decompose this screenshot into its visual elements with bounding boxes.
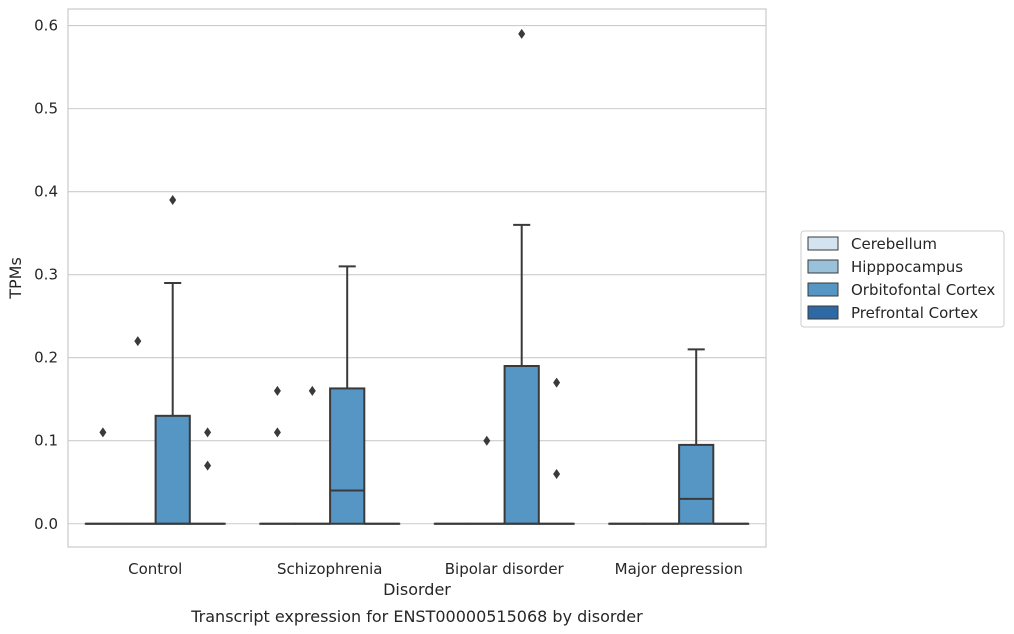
y-tick-label: 0.1 [34, 432, 58, 450]
legend-label-orbitofrontal-cortex: Orbitofontal Cortex [851, 281, 995, 299]
outlier-point [204, 460, 212, 471]
y-tick-label: 0.4 [34, 183, 58, 201]
legend-label-cerebellum: Cerebellum [851, 235, 937, 253]
box-group [189, 427, 226, 525]
legend-swatch-orbitofrontal-cortex [807, 282, 839, 297]
legend-swatch-cerebellum [807, 236, 839, 251]
box [154, 414, 191, 525]
y-tick-label: 0.0 [34, 515, 58, 533]
x-tick-label: Major depression [615, 560, 743, 578]
y-tick-label: 0.3 [34, 266, 58, 284]
outlier-point [169, 194, 177, 205]
box [678, 443, 715, 525]
outlier-point [308, 385, 316, 396]
box-group [503, 28, 540, 525]
legend-label-hippocampus: Hipppocampus [851, 258, 963, 276]
box-group [84, 427, 122, 525]
outlier-point [553, 468, 561, 479]
outlier-point [553, 377, 561, 388]
x-tick-label: Control [128, 560, 182, 578]
box-group [259, 385, 296, 525]
y-tick-label: 0.6 [34, 17, 58, 35]
box-group [329, 265, 366, 525]
x-tick-label: Schizophrenia [277, 560, 382, 578]
outlier-point [518, 28, 526, 39]
x-tick-label: Bipolar disorder [445, 560, 565, 578]
legend-swatch-prefrontal-cortex [807, 305, 839, 320]
legend: Cerebellum Hipppocampus Orbitofontal Cor… [800, 230, 1005, 328]
box [503, 365, 540, 525]
plot-frame [67, 8, 767, 548]
outlier-point [134, 336, 142, 347]
outlier-point [273, 385, 281, 396]
outlier-point [483, 435, 491, 446]
box [329, 387, 366, 525]
boxes-layer [84, 28, 750, 525]
legend-swatch-hippocampus [807, 259, 839, 274]
x-axis-label: Disorder [383, 580, 451, 599]
outlier-point [273, 427, 281, 438]
y-tick-label: 0.5 [34, 100, 58, 118]
box-group [468, 435, 505, 525]
y-axis-label: TPMs [6, 257, 25, 300]
x-tick-labels: Control Schizophrenia Bipolar disorder Majo… [128, 560, 743, 578]
outlier-point [204, 427, 212, 438]
box-group [154, 194, 191, 525]
box-group [538, 377, 575, 525]
box-group [678, 348, 715, 525]
y-tick-label: 0.2 [34, 349, 58, 367]
chart-caption: Transcript expression for ENST0000051506… [190, 607, 643, 626]
outlier-point [99, 427, 107, 438]
y-tick-labels: 0.0 0.1 0.2 0.3 0.4 0.5 0.6 [34, 17, 58, 533]
legend-frame [800, 230, 1005, 328]
legend-label-prefrontal-cortex: Prefrontal Cortex [851, 304, 978, 322]
